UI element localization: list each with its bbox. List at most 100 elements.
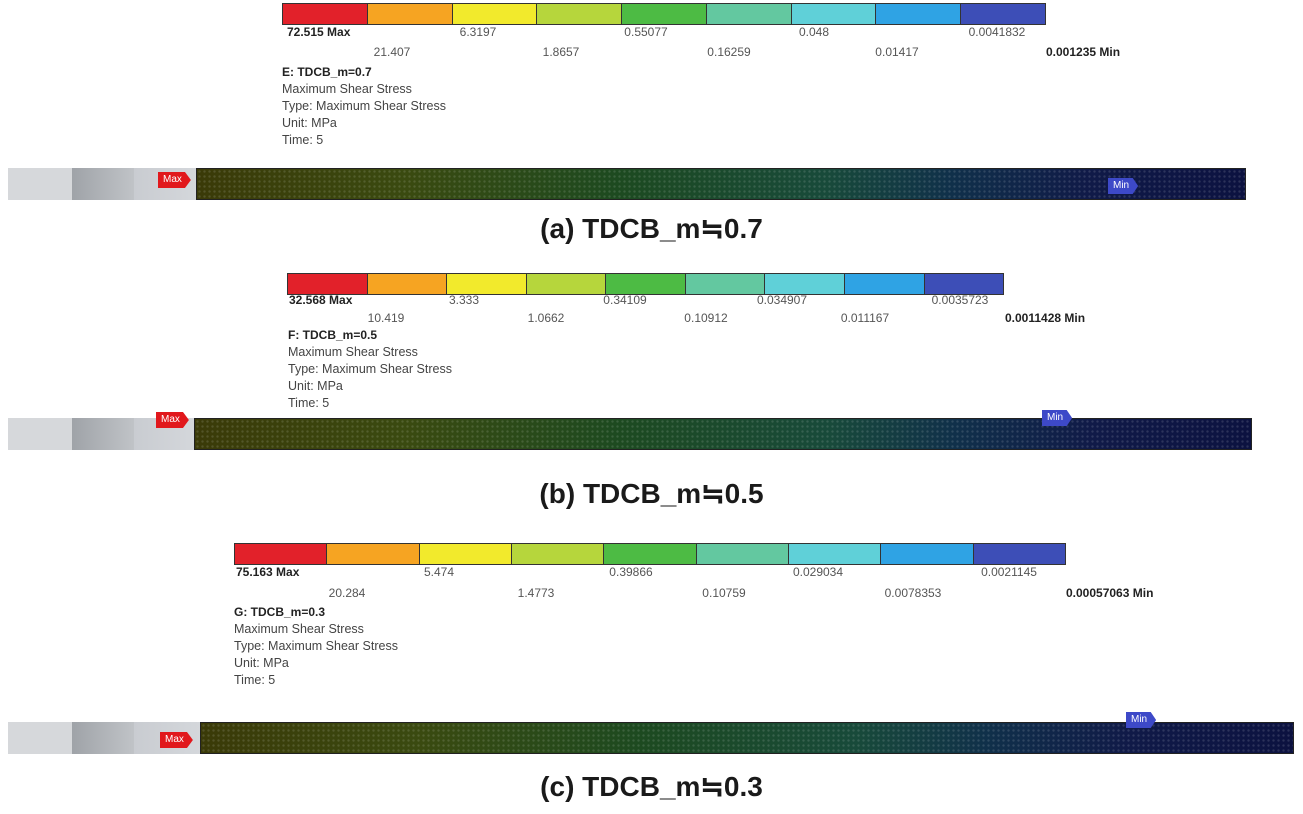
legend-tick: 10.419 [367, 311, 405, 325]
grip-left [8, 418, 72, 450]
legend-tick: 3.333 [448, 293, 480, 307]
legend-swatch [606, 274, 686, 294]
legend-tick: 1.4773 [517, 586, 555, 600]
legend-tick: 6.3197 [459, 25, 497, 39]
panel-caption: (c) TDCB_m≒0.3 [540, 771, 763, 802]
grip-left [8, 168, 72, 200]
legend-swatch [447, 274, 527, 294]
legend-tick: 0.34109 [603, 293, 647, 307]
result-time: Time: 5 [282, 133, 324, 147]
legend-tick: 0.0041832 [968, 25, 1026, 39]
panel-b: 32.568 Max 3.333 0.34109 0.034907 0.0035… [8, 273, 1252, 509]
min-probe-tag: Min [1126, 712, 1157, 728]
legend-swatch [876, 4, 962, 24]
legend-max-label: 72.515 Max [287, 25, 351, 39]
legend-swatch [973, 544, 1065, 564]
stress-contour-beam [196, 168, 1246, 200]
result-name: G: TDCB_m=0.3 [234, 605, 326, 619]
legend-tick: 20.284 [328, 586, 366, 600]
legend-swatch [288, 274, 368, 294]
panel-caption: (b) TDCB_m≒0.5 [539, 478, 764, 509]
legend-tick: 21.407 [373, 45, 411, 59]
stress-contour-beam [194, 418, 1252, 450]
legend-swatch [881, 544, 974, 564]
legend-swatch [961, 4, 1046, 24]
result-quantity: Maximum Shear Stress [234, 622, 364, 636]
legend-max-label: 75.163 Max [236, 565, 300, 579]
legend-tick: 0.55077 [624, 25, 668, 39]
min-probe-tag: Min [1108, 178, 1139, 194]
grip-middle [72, 418, 134, 450]
legend-swatch [622, 4, 707, 24]
legend-min-label: 0.0011428 Min [1005, 311, 1086, 325]
legend-swatch [696, 544, 789, 564]
legend-swatch [526, 274, 607, 294]
legend-swatch [511, 544, 605, 564]
result-unit: Unit: MPa [234, 656, 289, 670]
grip-middle [72, 722, 134, 754]
color-legend [287, 273, 1004, 295]
color-legend [234, 543, 1066, 565]
legend-tick: 0.011167 [840, 311, 890, 325]
legend-tick: 0.16259 [707, 45, 751, 59]
result-name: E: TDCB_m=0.7 [282, 65, 372, 79]
result-time: Time: 5 [234, 673, 276, 687]
result-info: G: TDCB_m=0.3 Maximum Shear Stress Type:… [234, 604, 398, 689]
result-type: Type: Maximum Shear Stress [234, 639, 398, 653]
result-info: E: TDCB_m=0.7 Maximum Shear Stress Type:… [282, 64, 446, 149]
grip-middle [72, 168, 134, 200]
min-probe-tag: Min [1042, 410, 1073, 426]
legend-swatch [452, 4, 538, 24]
legend-swatch [924, 274, 1004, 294]
legend-swatch [419, 544, 512, 564]
result-type: Type: Maximum Shear Stress [282, 99, 446, 113]
legend-swatch [367, 4, 453, 24]
max-probe-tag: Max [160, 732, 193, 748]
legend-tick: 0.01417 [875, 45, 919, 59]
legend-swatch [685, 274, 766, 294]
legend-swatch [327, 544, 420, 564]
legend-swatch [235, 544, 328, 564]
legend-swatch [283, 4, 368, 24]
legend-swatch [788, 544, 882, 564]
max-probe-tag: Max [156, 412, 189, 428]
legend-tick: 0.048 [798, 25, 830, 39]
result-name: F: TDCB_m=0.5 [288, 328, 378, 342]
legend-tick: 0.39866 [609, 565, 653, 579]
result-type: Type: Maximum Shear Stress [288, 362, 452, 376]
panel-caption: (a) TDCB_m≒0.7 [540, 213, 763, 244]
legend-tick: 0.029034 [792, 565, 844, 579]
legend-tick: 1.8657 [542, 45, 580, 59]
legend-swatch [537, 4, 623, 24]
result-unit: Unit: MPa [288, 379, 343, 393]
grip-left [8, 722, 72, 754]
result-quantity: Maximum Shear Stress [282, 82, 412, 96]
legend-max-label: 32.568 Max [289, 293, 353, 307]
panel-a: 72.515 Max 6.3197 0.55077 0.048 0.004183… [0, 0, 1303, 255]
specimen-bar: Max Min [8, 168, 1246, 200]
legend-tick: 1.0662 [527, 311, 565, 325]
max-probe-tag: Max [158, 172, 191, 188]
result-quantity: Maximum Shear Stress [288, 345, 418, 359]
specimen-bar [8, 722, 1294, 754]
legend-swatch [791, 4, 877, 24]
stress-contour-beam [200, 722, 1294, 754]
result-unit: Unit: MPa [282, 116, 337, 130]
legend-swatch [765, 274, 845, 294]
legend-tick: 5.474 [423, 565, 455, 579]
legend-tick: 0.10912 [684, 311, 728, 325]
legend-tick: 0.0035723 [931, 293, 989, 307]
legend-tick: 0.034907 [756, 293, 808, 307]
result-info: F: TDCB_m=0.5 Maximum Shear Stress Type:… [288, 327, 452, 412]
legend-tick: 0.0021145 [981, 565, 1037, 579]
legend-tick: 0.10759 [702, 586, 746, 600]
color-legend [282, 3, 1046, 25]
legend-swatch [706, 4, 792, 24]
legend-min-label: 0.00057063 Min [1066, 586, 1154, 600]
result-time: Time: 5 [288, 396, 330, 410]
legend-swatch [604, 544, 697, 564]
legend-min-label: 0.001235 Min [1046, 45, 1121, 59]
legend-swatch [367, 274, 448, 294]
legend-tick: 0.0078353 [884, 586, 942, 600]
